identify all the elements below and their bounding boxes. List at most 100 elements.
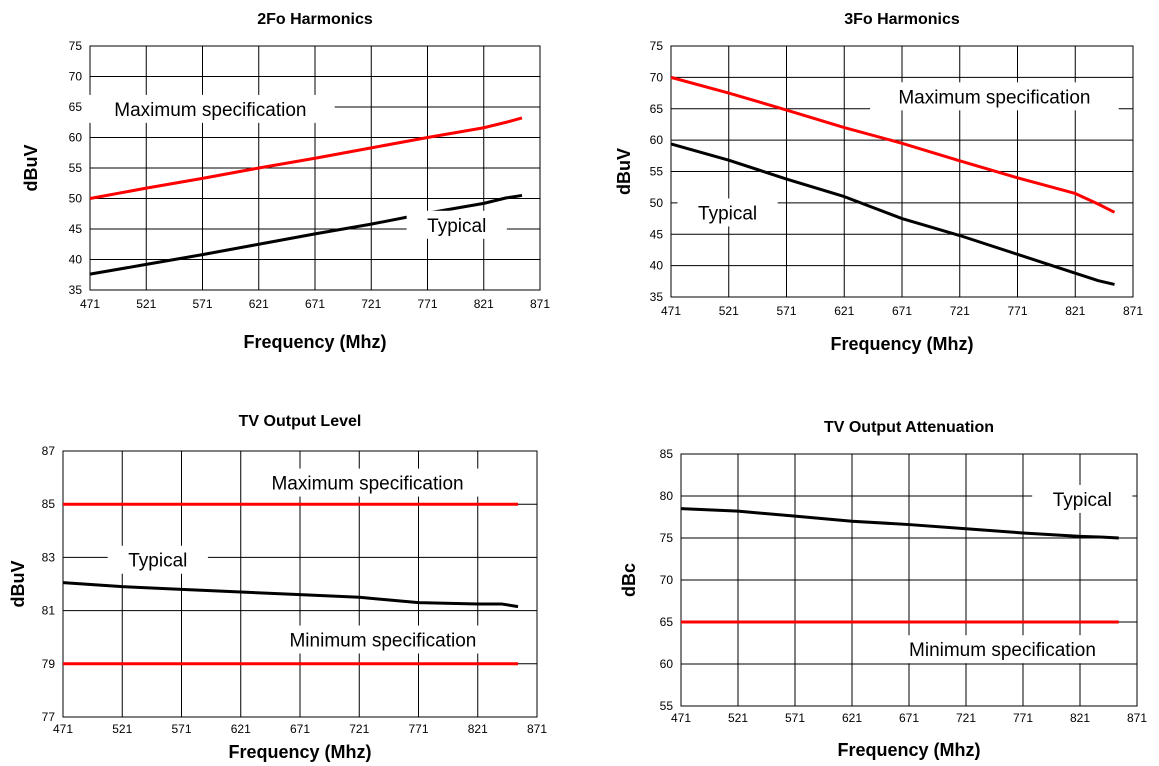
plot-area-frame xyxy=(89,45,541,291)
x-tick-label: 721 xyxy=(361,297,381,311)
chart-2fo-harmonics: 471 521 571 621 671 721 771 821 871 35 40 45 50 55 60 6… xyxy=(21,11,550,352)
x-axis-title: Frequency (Mhz) xyxy=(228,742,371,762)
y-tick-label: 55 xyxy=(660,699,674,713)
x-tick-label: 521 xyxy=(719,304,739,318)
x-tick-label: 621 xyxy=(842,711,862,725)
x-tick-label: 621 xyxy=(231,722,251,736)
annotation-background xyxy=(243,468,492,497)
x-tick-label: 721 xyxy=(349,722,369,736)
annotation-background xyxy=(677,198,778,227)
y-axis-title: dBc xyxy=(619,563,639,597)
chart-title: TV Output Level xyxy=(239,413,362,430)
chart-3fo-harmonics: 471 521 571 621 671 721 771 821 871 35 40 45 50 55 60 6… xyxy=(614,11,1143,354)
x-tick-label: 621 xyxy=(834,304,854,318)
y-tick-label: 35 xyxy=(650,290,664,304)
y-tick-label: 55 xyxy=(69,161,83,175)
y-tick-label: 45 xyxy=(650,227,664,241)
annotation-typical: Typical xyxy=(698,203,757,224)
annotation-typical: Typical xyxy=(1053,490,1112,511)
x-tick-label: 521 xyxy=(728,711,748,725)
y-tick-label: 55 xyxy=(650,165,664,179)
annotation-typical: Typical xyxy=(128,551,187,572)
x-tick-label: 571 xyxy=(171,722,191,736)
annotation-background xyxy=(107,545,208,574)
annotation-background xyxy=(870,82,1119,111)
y-tick-label: 40 xyxy=(650,259,664,273)
annotation-background xyxy=(406,210,507,239)
annotation-maximum-specification: Maximum specification xyxy=(898,87,1090,108)
x-tick-label: 721 xyxy=(956,711,976,725)
y-tick-label: 85 xyxy=(660,447,674,461)
x-tick-label: 771 xyxy=(1013,711,1033,725)
y-tick-label: 35 xyxy=(69,283,83,297)
x-tick-label: 821 xyxy=(1065,304,1085,318)
annotation-maximum-specification: Maximum specification xyxy=(271,474,463,495)
chart-title: 2Fo Harmonics xyxy=(257,11,373,28)
y-tick-label: 70 xyxy=(650,70,664,84)
chart-tv-output-level: 471 521 571 621 671 721 771 821 871 77 79 81 83 85 87 M… xyxy=(8,413,547,762)
x-tick-label: 671 xyxy=(899,711,919,725)
series-line-typical xyxy=(89,193,523,276)
annotation-background xyxy=(258,625,508,654)
x-tick-label: 521 xyxy=(136,297,156,311)
x-tick-label: 871 xyxy=(527,722,547,736)
annotation-background xyxy=(1032,484,1133,513)
x-tick-label: 821 xyxy=(468,722,488,736)
x-tick-label: 521 xyxy=(112,722,132,736)
y-tick-label: 40 xyxy=(69,253,83,267)
y-tick-label: 50 xyxy=(69,192,83,206)
annotation-minimum-specification: Minimum specification xyxy=(909,640,1096,661)
y-tick-label: 50 xyxy=(650,196,664,210)
x-axis-title: Frequency (Mhz) xyxy=(830,334,973,354)
y-tick-label: 70 xyxy=(660,573,674,587)
series-line-typical xyxy=(62,581,519,609)
annotation-maximum-specification: Maximum specification xyxy=(114,100,306,121)
chart-title: TV Output Attenuation xyxy=(824,419,994,436)
y-tick-label: 65 xyxy=(660,615,674,629)
annotation-background xyxy=(86,94,335,123)
y-tick-label: 77 xyxy=(42,710,56,724)
annotation-minimum-specification: Minimum specification xyxy=(289,631,476,652)
x-tick-label: 771 xyxy=(1007,304,1027,318)
plot-area-frame xyxy=(670,45,1134,298)
series-line-typical xyxy=(680,507,1119,540)
y-tick-label: 45 xyxy=(69,222,83,236)
x-tick-label: 871 xyxy=(530,297,550,311)
y-axis-title: dBuV xyxy=(8,561,28,608)
annotation-typical: Typical xyxy=(427,216,486,237)
x-tick-label: 821 xyxy=(474,297,494,311)
y-tick-label: 80 xyxy=(660,489,674,503)
x-tick-label: 471 xyxy=(53,722,73,736)
y-axis-title: dBuV xyxy=(614,148,634,195)
y-tick-label: 85 xyxy=(42,497,56,511)
y-tick-label: 81 xyxy=(42,604,56,618)
x-tick-label: 471 xyxy=(661,304,681,318)
x-tick-label: 471 xyxy=(80,297,100,311)
x-tick-label: 671 xyxy=(305,297,325,311)
y-tick-label: 83 xyxy=(42,550,56,564)
x-tick-label: 471 xyxy=(671,711,691,725)
x-tick-label: 771 xyxy=(417,297,437,311)
x-tick-label: 771 xyxy=(408,722,428,736)
x-axis-title: Frequency (Mhz) xyxy=(243,332,386,352)
plot-area-frame xyxy=(680,453,1138,707)
x-tick-label: 571 xyxy=(785,711,805,725)
y-tick-label: 65 xyxy=(69,100,83,114)
x-tick-label: 821 xyxy=(1070,711,1090,725)
x-tick-label: 721 xyxy=(950,304,970,318)
x-tick-label: 871 xyxy=(1127,711,1147,725)
x-axis-title: Frequency (Mhz) xyxy=(837,740,980,760)
x-tick-label: 571 xyxy=(192,297,212,311)
x-tick-label: 871 xyxy=(1123,304,1143,318)
x-tick-label: 671 xyxy=(290,722,310,736)
y-tick-label: 70 xyxy=(69,70,83,84)
y-tick-label: 60 xyxy=(660,657,674,671)
x-tick-label: 571 xyxy=(776,304,796,318)
series-line-typical xyxy=(670,142,1115,286)
annotation-background xyxy=(878,635,1127,664)
series-line-maximum-specification xyxy=(89,116,523,200)
y-tick-label: 75 xyxy=(660,531,674,545)
x-tick-label: 671 xyxy=(892,304,912,318)
y-tick-label: 79 xyxy=(42,657,56,671)
